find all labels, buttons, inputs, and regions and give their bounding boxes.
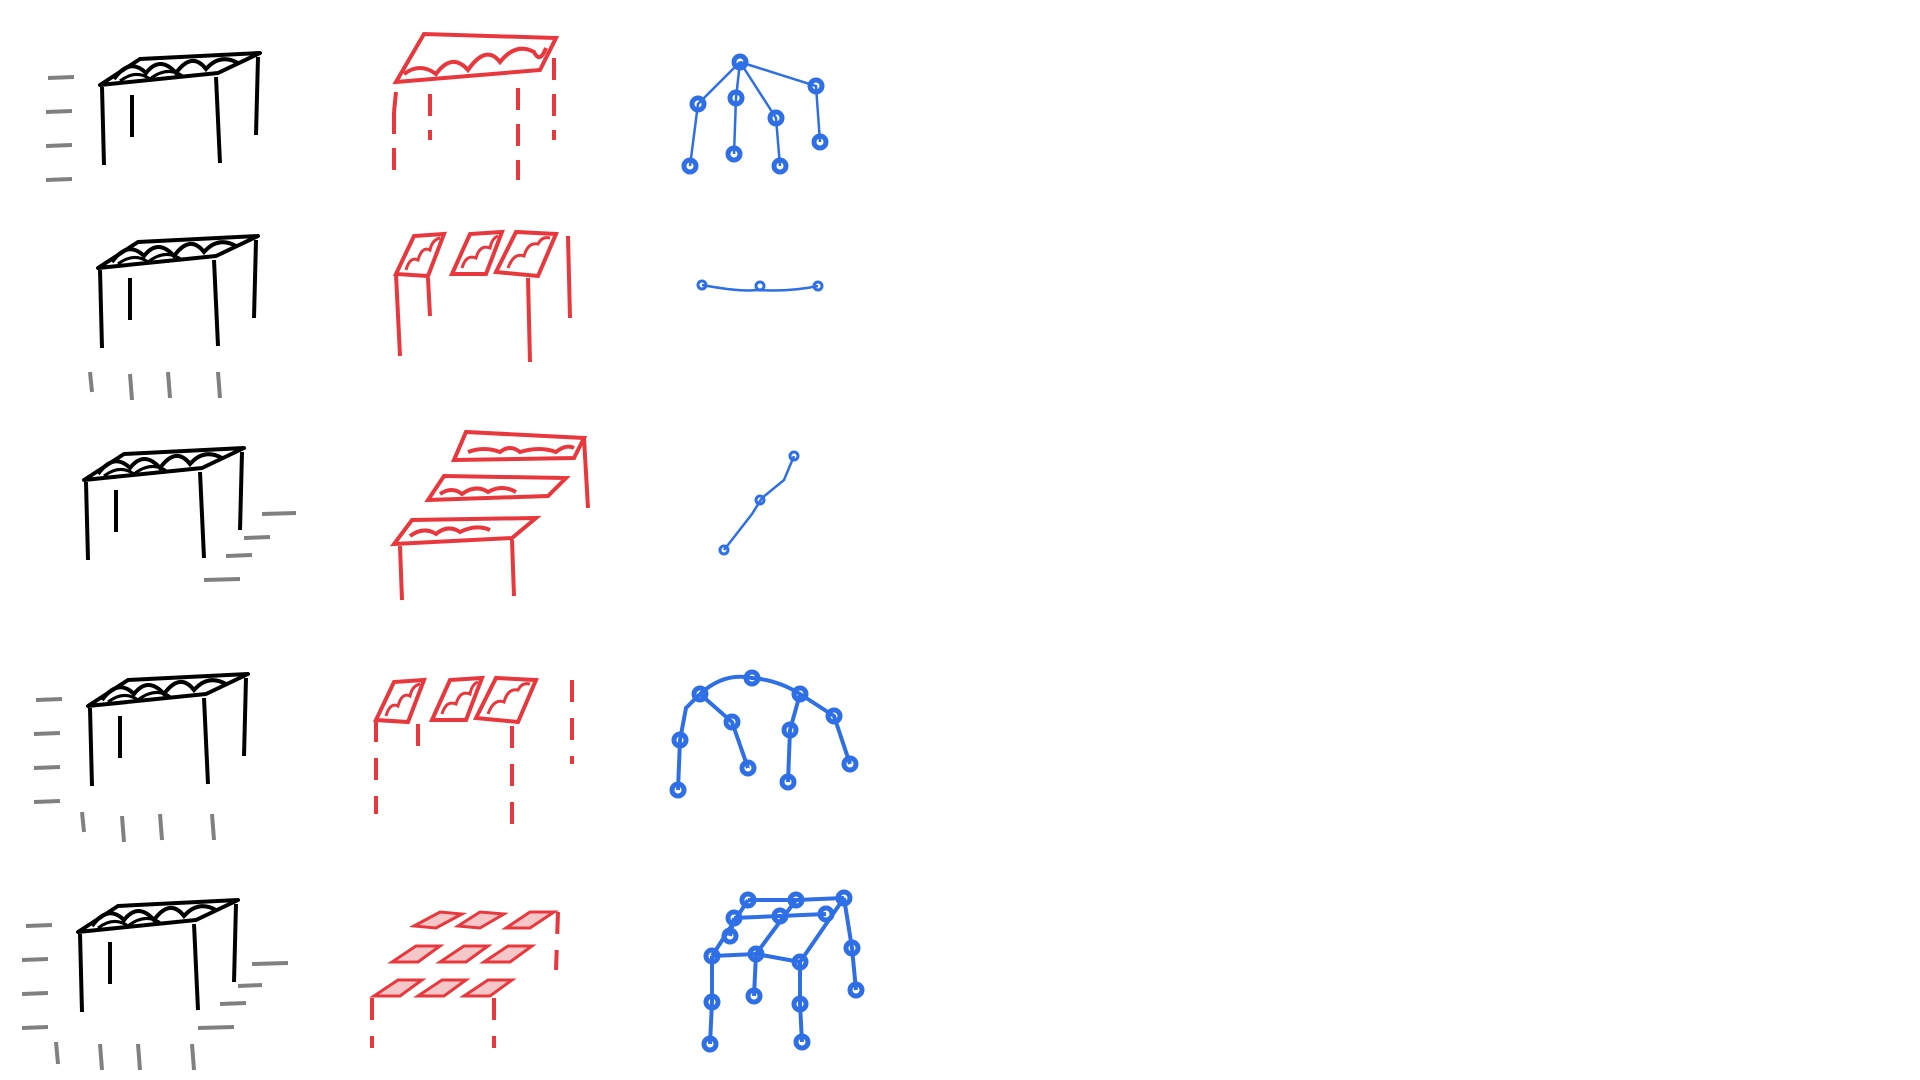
partition-sketch [374,676,574,828]
table-sketch [96,234,260,350]
cut-marks-left [33,697,63,804]
graph-tree [684,56,826,172]
cut-marks-bottom [88,371,222,401]
graph-arched-tree [672,672,856,796]
row-1 [45,31,826,182]
row-4 [33,672,856,843]
graph-horizontal-chain [696,279,824,292]
table-sketch [76,898,240,1014]
partition-sketch [389,429,590,601]
row-2 [88,230,824,401]
cut-marks-right [203,511,297,582]
cut-marks-left [21,923,53,1030]
row-3 [82,429,800,601]
row-5 [21,892,862,1071]
table-sketch [98,51,262,167]
table-sketch [82,446,246,562]
table-sketch [86,672,250,788]
partition-sketch [392,31,560,180]
graph-lattice [704,892,862,1050]
partition-sketch [369,910,560,1048]
cut-marks-bottom [54,1041,196,1071]
graph-diagonal-chain [718,450,800,556]
partition-sketch [394,230,572,363]
cut-marks-left [45,75,75,182]
cut-marks-right [197,961,289,1030]
cut-marks-bottom [80,811,216,843]
